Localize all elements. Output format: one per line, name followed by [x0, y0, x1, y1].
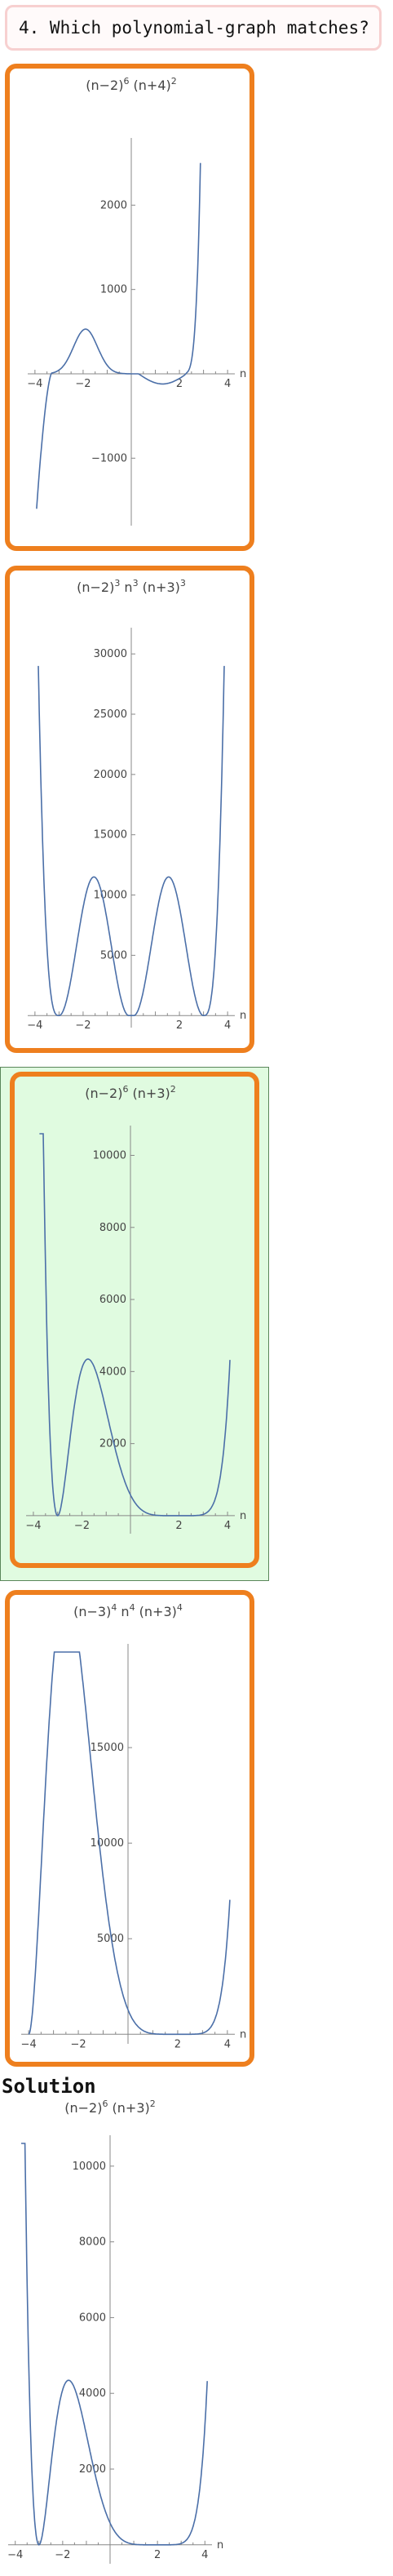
series-line: [36, 162, 201, 509]
title-part: (n+3): [108, 2100, 149, 2116]
answer-option-3[interactable]: (n−2)6 (n+3)2 n −4 −2 2 4 2000 4000 6000 8000 1000…: [10, 1072, 259, 1568]
chart-title: (n−2)3 n3 (n+3)3: [77, 578, 186, 595]
x-tick-label: 4: [224, 378, 231, 390]
title-part: (n−2): [85, 1086, 122, 1101]
series-line: [28, 1651, 231, 2036]
x-tick-label: 4: [224, 1019, 231, 1032]
title-part: 6: [123, 76, 129, 87]
title-part: (n−3): [73, 1604, 111, 1619]
chart-title: (n−3)4 n4 (n+3)4: [73, 1602, 183, 1619]
solution-plot: (n−2)6 (n+3)2n−4 −2 2 420004000600080001000…: [7, 2099, 223, 2564]
series-line: [39, 1133, 231, 1517]
y-tick-label: 2000: [100, 199, 127, 211]
title-part: 2: [150, 2099, 156, 2109]
y-tick-label: 10000: [94, 890, 127, 902]
x-tick-label: −4: [25, 1520, 41, 1532]
title-part: 6: [122, 1084, 128, 1095]
x-tick-label: 4: [201, 2549, 208, 2561]
y-tick-label: 10000: [73, 2161, 106, 2173]
title-part: 2: [171, 76, 177, 87]
title-part: (n+4): [129, 78, 170, 93]
x-tick-label: −4: [21, 2038, 37, 2050]
x-tick-label: 4: [224, 2038, 231, 2050]
plot-option-2: (n−2)3 n3 (n+3)3n−4 −2 2 450001000015000200…: [27, 578, 246, 1032]
y-tick-label: 20000: [94, 769, 127, 781]
answer-option-1[interactable]: (n−2)6 (n+4)2 n −4 −2 2 4 −1000 1000 2000: [5, 64, 254, 551]
y-tick-label: 1000: [100, 284, 127, 296]
title-part: n: [120, 580, 132, 595]
title-part: (n+3): [128, 1086, 170, 1101]
y-tick-label: 6000: [99, 1294, 126, 1306]
title-part: 6: [102, 2099, 108, 2109]
title-part: 4: [111, 1602, 117, 1613]
series-line: [21, 2143, 208, 2546]
title-part: 4: [130, 1602, 135, 1613]
x-tick-label: −2: [74, 1520, 90, 1532]
y-tick-label: 4000: [99, 1366, 126, 1378]
title-part: (n−2): [64, 2100, 102, 2116]
title-part: 3: [133, 578, 139, 588]
y-tick-label: 5000: [97, 1933, 124, 1945]
x-axis-label: n: [240, 368, 246, 380]
series-line: [38, 665, 225, 1016]
x-tick-label: 2: [176, 378, 183, 390]
y-tick-label: 15000: [94, 829, 127, 842]
title-part: n: [117, 1604, 129, 1619]
chart-title: (n−2)6 (n+3)2: [64, 2099, 156, 2116]
y-tick-label: 25000: [94, 708, 127, 721]
x-tick-label: 2: [174, 2038, 181, 2050]
title-part: 4: [177, 1602, 183, 1613]
answer-option-2[interactable]: (n−2)3 n3 (n+3)3 n −4 −2 2 4 5000 10000 15000 200…: [5, 566, 254, 1053]
y-tick-label: 6000: [79, 2312, 106, 2324]
x-tick-label: −4: [27, 1019, 42, 1032]
x-tick-label: −2: [55, 2549, 70, 2561]
x-axis-label: n: [240, 2028, 246, 2041]
y-tick-label: 8000: [79, 2236, 106, 2249]
x-tick-label: 2: [176, 1019, 183, 1032]
y-tick-label: 4000: [79, 2387, 106, 2400]
chart-title: (n−2)6 (n+4)2: [86, 76, 177, 93]
title-part: 3: [180, 578, 186, 588]
x-axis-label: n: [240, 1010, 246, 1022]
title-part: (n+3): [135, 1604, 177, 1619]
y-tick-label: 5000: [100, 949, 127, 962]
y-tick-label: 15000: [91, 1742, 124, 1754]
selected-answer-highlight: [0, 1067, 269, 1581]
plot-option-3: (n−2)6 (n+3)2n−4 −2 2 420004000600080001000…: [25, 1084, 246, 1534]
title-part: 3: [114, 578, 120, 588]
y-tick-label: 30000: [94, 648, 127, 660]
x-axis-label: n: [217, 2539, 223, 2552]
title-part: (n−2): [77, 580, 114, 595]
x-tick-label: −4: [7, 2549, 23, 2561]
question-prompt: 4. Which polynomial-graph matches?: [5, 5, 382, 51]
y-tick-label: 8000: [99, 1222, 126, 1234]
y-tick-label: 2000: [99, 1438, 126, 1450]
x-tick-label: −2: [70, 2038, 86, 2050]
x-tick-label: −4: [27, 378, 42, 390]
title-part: (n+3): [139, 580, 180, 595]
y-tick-label: −1000: [91, 452, 127, 464]
x-tick-label: 2: [175, 1520, 182, 1532]
x-tick-label: −2: [75, 1019, 91, 1032]
x-tick-label: 2: [154, 2549, 161, 2561]
solution-heading: Solution: [2, 2075, 96, 2098]
chart-title: (n−2)6 (n+3)2: [85, 1084, 176, 1101]
y-tick-label: 10000: [91, 1837, 124, 1850]
y-tick-label: 10000: [93, 1149, 126, 1161]
answer-option-4[interactable]: (n−3)4 n4 (n+3)4 n −4 −2 2 4 5000 10000 15000: [5, 1590, 254, 2067]
x-tick-label: −2: [75, 378, 91, 390]
title-part: 2: [170, 1084, 176, 1095]
y-tick-label: 2000: [79, 2463, 106, 2476]
x-tick-label: 4: [224, 1520, 231, 1532]
title-part: (n−2): [86, 78, 123, 93]
x-axis-label: n: [240, 1510, 246, 1522]
